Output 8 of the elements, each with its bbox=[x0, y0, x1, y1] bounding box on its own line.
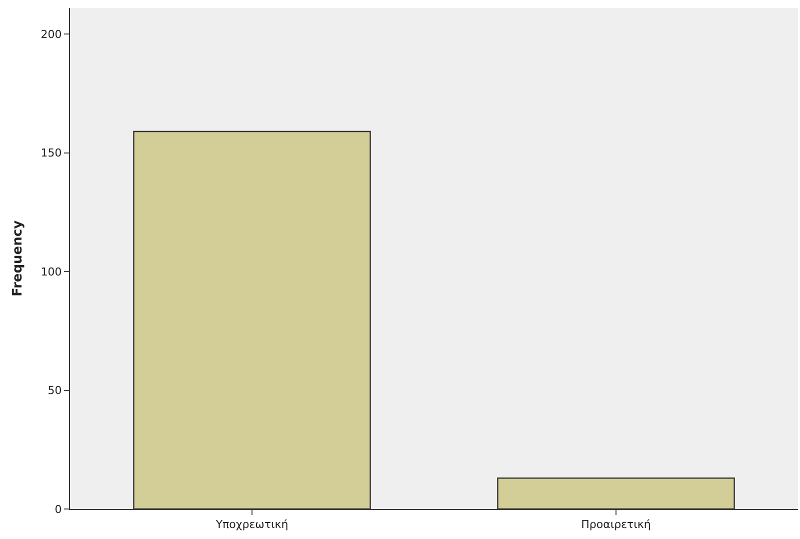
y-tick-label: 100 bbox=[40, 265, 62, 278]
y-tick-label: 0 bbox=[54, 502, 62, 516]
y-tick-label: 150 bbox=[40, 146, 62, 160]
x-tick-label: Προαιρετική bbox=[581, 518, 651, 532]
x-tick-label: Υποχρεωτική bbox=[214, 518, 288, 532]
y-tick-label: 50 bbox=[48, 384, 62, 398]
y-tick-label: 200 bbox=[40, 28, 62, 41]
y-axis-title: Frequency bbox=[10, 220, 26, 297]
